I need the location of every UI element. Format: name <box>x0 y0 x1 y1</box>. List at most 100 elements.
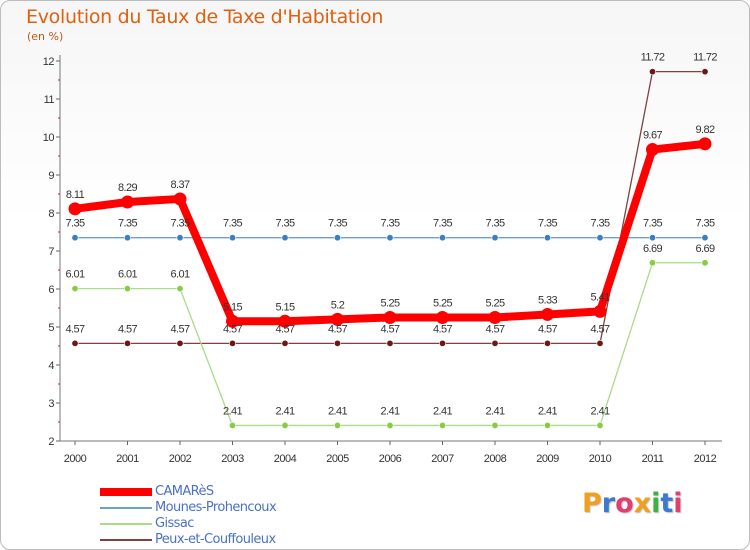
data-label-0: 8.29 <box>118 182 137 194</box>
data-point-2 <box>229 421 237 429</box>
data-label-1: 7.35 <box>328 218 347 230</box>
x-tick-label: 2010 <box>589 453 612 465</box>
data-label-0: 8.11 <box>66 189 85 201</box>
logo-letter: i <box>673 488 683 519</box>
logo-letter: o <box>615 488 634 519</box>
x-tick-label: 2011 <box>642 453 664 465</box>
data-point-3 <box>438 339 446 347</box>
data-point-2 <box>701 259 709 267</box>
data-point-1 <box>438 234 446 242</box>
data-point-1 <box>333 234 341 242</box>
data-point-2 <box>543 421 551 429</box>
unit-label: (en %) <box>27 30 64 43</box>
logo-letter: P <box>582 488 602 519</box>
proxiti-logo: Proxiti <box>582 488 683 519</box>
data-label-3: 4.57 <box>223 323 242 335</box>
logo-letter: x <box>633 488 652 519</box>
data-label-2: 2.41 <box>380 405 399 417</box>
data-label-1: 7.35 <box>118 218 137 230</box>
y-tick-label: 12 <box>43 56 55 68</box>
data-point-3 <box>648 68 656 76</box>
data-point-3 <box>491 339 499 347</box>
legend-label: Gissac <box>155 516 194 531</box>
y-tick-label: 5 <box>48 322 54 334</box>
data-point-0 <box>173 192 187 206</box>
data-point-0 <box>226 314 239 328</box>
chart-data-labels: 8.11 8.29 8.37 5.15 5.15 5.2 5.25 5.25 5.25 5.33 5… <box>65 52 717 418</box>
data-label-0: 5.15 <box>223 301 242 313</box>
data-label-1: 7.35 <box>170 218 189 230</box>
data-point-0 <box>646 143 659 157</box>
data-label-1: 7.35 <box>643 218 662 230</box>
data-point-3 <box>124 339 132 347</box>
data-label-3: 11.72 <box>641 52 665 64</box>
data-label-2: 6.01 <box>65 269 84 281</box>
y-tick-label: 9 <box>48 170 54 182</box>
data-point-3 <box>281 339 289 347</box>
data-point-1 <box>281 234 289 242</box>
data-label-3: 11.72 <box>693 52 717 64</box>
data-point-0 <box>488 311 502 324</box>
data-point-3 <box>333 339 341 347</box>
x-tick-label: 2009 <box>536 453 559 465</box>
data-point-2 <box>281 421 289 429</box>
data-label-2: 2.41 <box>275 405 294 417</box>
data-point-2 <box>176 285 184 293</box>
data-point-1 <box>648 234 656 242</box>
chart-axes: 2 3 4 5 6 7 8 9 10 11 12 2000 2001 2002 2003 2004 2005 20… <box>43 55 722 465</box>
legend-label: Mounes-Prohencoux <box>155 500 277 515</box>
data-point-0 <box>698 137 712 151</box>
data-label-0: 5.2 <box>331 299 345 311</box>
data-point-0 <box>541 307 554 321</box>
y-tick-label: 10 <box>43 132 55 144</box>
series-line-0 <box>71 139 709 326</box>
data-label-1: 7.35 <box>65 218 84 230</box>
logo-letter: t <box>660 488 674 519</box>
legend-item: Gissac <box>100 516 360 532</box>
data-point-2 <box>333 421 341 429</box>
data-label-0: 5.15 <box>275 301 294 313</box>
legend-swatch <box>100 507 152 509</box>
data-label-0: 9.67 <box>643 130 662 142</box>
y-tick-label: 7 <box>48 246 54 258</box>
data-label-2: 6.01 <box>170 269 189 281</box>
data-point-2 <box>71 285 79 293</box>
data-label-3: 4.57 <box>118 323 137 335</box>
data-label-2: 2.41 <box>223 405 242 417</box>
data-label-2: 6.01 <box>118 269 137 281</box>
data-label-1: 7.35 <box>380 218 399 230</box>
x-tick-label: 2007 <box>431 453 454 465</box>
legend-swatch <box>100 488 152 496</box>
data-label-1: 7.35 <box>223 218 242 230</box>
data-label-3: 4.57 <box>275 323 294 335</box>
data-label-0: 5.41 <box>590 291 609 303</box>
data-label-3: 4.57 <box>328 323 347 335</box>
legend-item: CAMARèS <box>100 484 360 500</box>
y-tick-label: 2 <box>48 436 54 448</box>
data-point-3 <box>386 339 394 347</box>
data-point-0 <box>68 202 82 216</box>
data-point-1 <box>124 234 132 242</box>
data-point-0 <box>331 312 344 326</box>
x-tick-label: 2006 <box>379 453 402 465</box>
data-point-1 <box>491 234 499 242</box>
data-label-0: 8.37 <box>170 179 189 191</box>
legend-label: Peux-et-Couffouleux <box>155 532 276 547</box>
data-point-2 <box>438 421 446 429</box>
x-tick-label: 2000 <box>64 453 87 465</box>
x-tick-label: 2005 <box>326 453 349 465</box>
data-point-3 <box>176 339 184 347</box>
data-label-3: 4.57 <box>65 323 84 335</box>
data-label-1: 7.35 <box>275 218 294 230</box>
chart-legend: CAMARèS Mounes-Prohencoux Gissac Peux-et-Co… <box>100 484 360 548</box>
chart-title: Evolution du Taux de Taxe d'Habitation <box>26 6 384 28</box>
legend-item: Mounes-Prohencoux <box>100 500 360 516</box>
legend-swatch <box>100 523 152 525</box>
y-tick-label: 4 <box>48 360 54 372</box>
data-label-2: 6.69 <box>643 243 662 255</box>
x-tick-label: 2003 <box>221 453 244 465</box>
data-label-1: 7.35 <box>695 218 714 230</box>
data-label-2: 2.41 <box>485 405 504 417</box>
data-point-2 <box>124 285 132 293</box>
